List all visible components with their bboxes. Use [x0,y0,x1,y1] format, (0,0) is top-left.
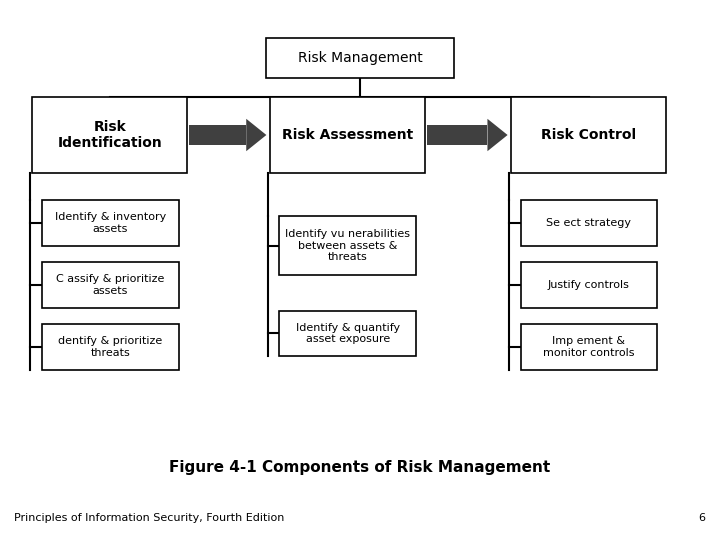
Text: C assify & prioritize
assets: C assify & prioritize assets [56,274,164,296]
FancyBboxPatch shape [42,324,179,370]
Text: Identify vu nerabilities
between assets &
threats: Identify vu nerabilities between assets … [285,229,410,262]
FancyBboxPatch shape [521,324,657,370]
Polygon shape [427,125,487,145]
Text: Se ect strategy: Se ect strategy [546,218,631,228]
FancyBboxPatch shape [42,262,179,308]
Text: Principles of Information Security, Fourth Edition: Principles of Information Security, Four… [14,514,285,523]
FancyBboxPatch shape [511,97,666,173]
Text: Risk
Identification: Risk Identification [58,120,162,150]
FancyBboxPatch shape [266,38,454,78]
FancyBboxPatch shape [279,216,416,275]
FancyBboxPatch shape [270,97,425,173]
FancyBboxPatch shape [521,262,657,308]
FancyBboxPatch shape [279,310,416,356]
Text: Justify controls: Justify controls [548,280,630,290]
Polygon shape [189,125,246,145]
Polygon shape [246,119,266,151]
Text: 6: 6 [698,514,706,523]
FancyBboxPatch shape [42,200,179,246]
FancyBboxPatch shape [32,97,187,173]
Text: Imp ement &
monitor controls: Imp ement & monitor controls [543,336,635,358]
Text: Identify & quantify
asset exposure: Identify & quantify asset exposure [296,322,400,345]
FancyBboxPatch shape [521,200,657,246]
Text: dentify & prioritize
threats: dentify & prioritize threats [58,336,162,358]
Polygon shape [487,119,508,151]
Text: Identify & inventory
assets: Identify & inventory assets [55,212,166,233]
Text: Risk Management: Risk Management [297,51,423,65]
Text: Risk Assessment: Risk Assessment [282,128,413,142]
Text: Figure 4-1 Components of Risk Management: Figure 4-1 Components of Risk Management [169,460,551,475]
Text: Risk Control: Risk Control [541,128,636,142]
